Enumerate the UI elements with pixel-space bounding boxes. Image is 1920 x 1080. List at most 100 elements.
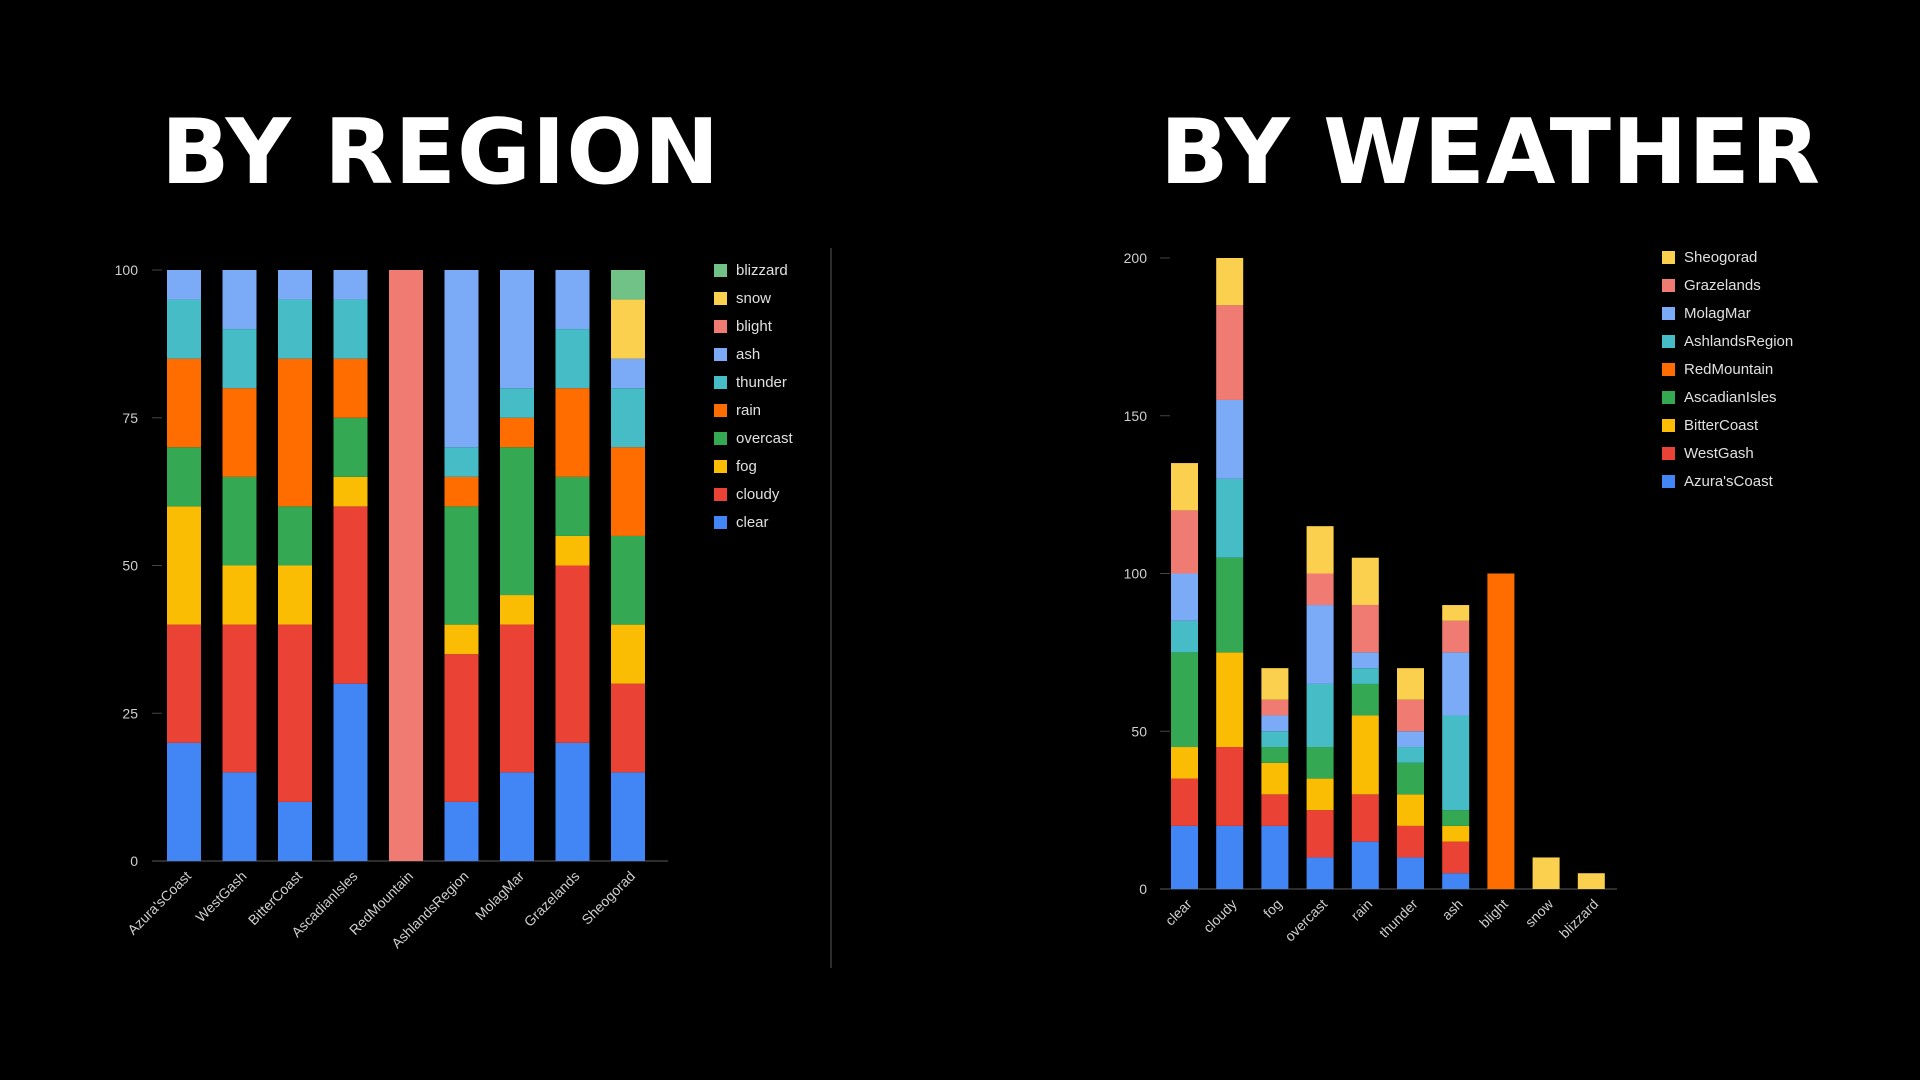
bar-segment[interactable] [333,506,368,684]
bar-segment[interactable] [1306,810,1334,858]
bar-segment[interactable] [1261,794,1289,826]
bar-segment[interactable] [500,270,534,389]
bar-segment[interactable] [500,624,534,773]
bar-segment[interactable] [555,742,590,861]
bar-segment[interactable] [611,299,645,359]
bar-segment[interactable] [1171,620,1198,653]
bar-segment[interactable] [1261,747,1289,763]
bar-segment[interactable] [611,447,645,536]
bar-segment[interactable] [500,595,534,625]
bar-segment[interactable] [611,624,645,684]
bar-segment[interactable] [444,447,479,477]
bar-segment[interactable] [1216,258,1244,306]
bar-segment[interactable] [555,535,590,566]
bar-segment[interactable] [1216,305,1244,400]
bar-segment[interactable] [278,358,312,507]
bar-segment[interactable] [1171,825,1198,889]
bar-segment[interactable] [167,299,201,359]
bar-segment[interactable] [500,772,534,861]
bar-segment[interactable] [1216,747,1244,826]
bar-segment[interactable] [1351,683,1379,716]
bar-segment[interactable] [1397,825,1424,858]
bar-segment[interactable] [389,270,423,861]
bar-segment[interactable] [1216,825,1244,889]
bar-segment[interactable] [1442,605,1470,621]
bar-segment[interactable] [333,270,368,300]
bar-segment[interactable] [1351,668,1379,684]
bar-segment[interactable] [222,476,257,566]
bar-segment[interactable] [1306,573,1334,606]
bar-segment[interactable] [167,358,201,448]
bar-segment[interactable] [278,299,312,359]
bar-segment[interactable] [167,742,201,861]
bar-segment[interactable] [1306,605,1334,684]
bar-segment[interactable] [1397,731,1424,748]
bar-segment[interactable] [333,476,368,507]
bar-segment[interactable] [500,417,534,448]
bar-segment[interactable] [1397,747,1424,763]
bar-segment[interactable] [222,270,257,330]
bar-segment[interactable] [1171,573,1198,621]
bar-segment[interactable] [1577,873,1605,889]
bar-segment[interactable] [1442,873,1470,889]
bar-segment[interactable] [222,624,257,773]
bar-segment[interactable] [1261,699,1289,716]
bar-segment[interactable] [1216,652,1244,748]
bar-segment[interactable] [555,565,590,743]
bar-segment[interactable] [444,270,479,448]
bar-segment[interactable] [611,772,645,861]
bar-segment[interactable] [1306,526,1334,574]
bar-segment[interactable] [1397,668,1424,700]
bar-segment[interactable] [278,506,312,566]
bar-segment[interactable] [1171,463,1198,511]
bar-segment[interactable] [1261,762,1289,795]
bar-segment[interactable] [1171,747,1198,779]
bar-segment[interactable] [1442,825,1470,842]
bar-segment[interactable] [1216,557,1244,653]
bar-segment[interactable] [278,565,312,625]
bar-segment[interactable] [555,329,590,389]
bar-segment[interactable] [444,801,479,861]
bar-segment[interactable] [1171,652,1198,748]
bar-segment[interactable] [1351,557,1379,606]
bar-segment[interactable] [1216,399,1244,479]
bar-segment[interactable] [1397,699,1424,732]
bar-segment[interactable] [1442,841,1470,874]
bar-segment[interactable] [333,299,368,359]
bar-segment[interactable] [1171,778,1198,826]
bar-segment[interactable] [1171,510,1198,574]
bar-segment[interactable] [500,388,534,418]
bar-segment[interactable] [333,417,368,477]
bar-segment[interactable] [222,388,257,477]
bar-segment[interactable] [1532,857,1560,889]
bar-segment[interactable] [333,683,368,861]
bar-segment[interactable] [1306,683,1334,748]
bar-segment[interactable] [1397,857,1424,889]
bar-segment[interactable] [1351,715,1379,795]
bar-segment[interactable] [444,506,479,625]
bar-segment[interactable] [1442,620,1470,653]
bar-segment[interactable] [444,476,479,507]
bar-segment[interactable] [1351,841,1379,889]
bar-segment[interactable] [1306,747,1334,779]
bar-segment[interactable] [1261,668,1289,700]
bar-segment[interactable] [167,270,201,300]
bar-segment[interactable] [611,683,645,773]
bar-segment[interactable] [167,624,201,743]
bar-segment[interactable] [1261,715,1289,732]
bar-segment[interactable] [1306,857,1334,889]
bar-segment[interactable] [444,624,479,655]
bar-segment[interactable] [333,358,368,418]
bar-segment[interactable] [1442,652,1470,716]
bar-segment[interactable] [1442,810,1470,826]
bar-segment[interactable] [222,329,257,389]
bar-segment[interactable] [1306,778,1334,811]
bar-segment[interactable] [1216,478,1244,558]
bar-segment[interactable] [1351,652,1379,669]
bar-segment[interactable] [1487,573,1515,890]
bar-segment[interactable] [555,476,590,536]
bar-segment[interactable] [611,270,645,300]
bar-segment[interactable] [555,270,590,330]
bar-segment[interactable] [278,270,312,300]
bar-segment[interactable] [1397,794,1424,826]
